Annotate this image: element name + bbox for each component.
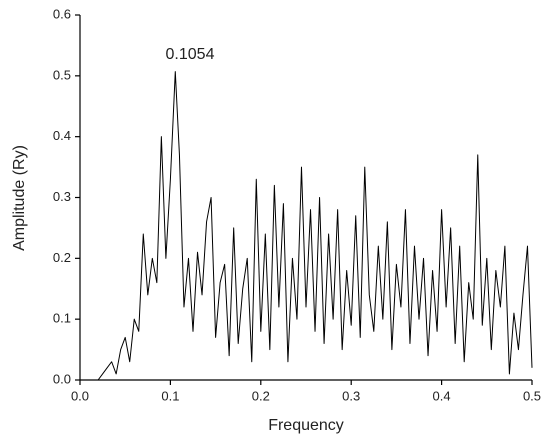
line — [80, 71, 533, 381]
y-tick-label: 0.0 — [53, 371, 71, 386]
x-tick-label: 0.3 — [342, 388, 360, 403]
x-tick-label: 0.4 — [433, 388, 451, 403]
y-tick-label: 0.3 — [53, 189, 71, 204]
x-tick-label: 0.5 — [523, 388, 541, 403]
x-tick-label: 0.1 — [161, 388, 179, 403]
x-axis-label: Frequency — [268, 417, 344, 434]
y-tick-label: 0.2 — [53, 250, 71, 265]
y-tick-label: 0.5 — [53, 67, 71, 82]
x-tick-label: 0.2 — [252, 388, 270, 403]
y-axis-label: Amplitude (Ry) — [11, 145, 28, 251]
y-tick-label: 0.4 — [53, 128, 71, 143]
x-tick-label: 0.0 — [71, 388, 89, 403]
y-tick-label: 0.1 — [53, 311, 71, 326]
y-tick-label: 0.6 — [53, 6, 71, 21]
annotation: 0.1054 — [166, 46, 215, 63]
